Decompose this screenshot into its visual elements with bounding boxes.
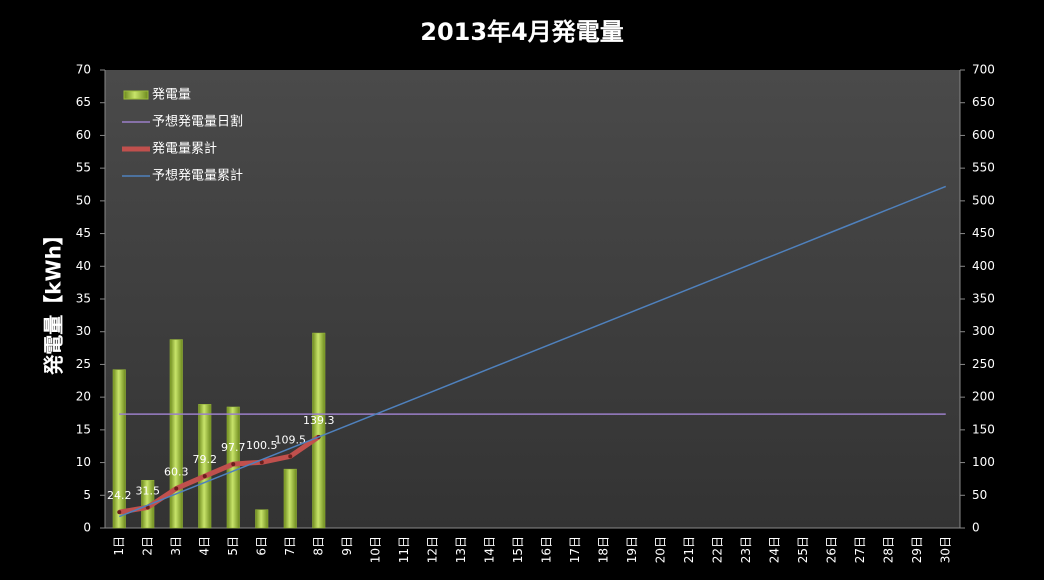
y2-tick-label: 250 <box>972 357 995 371</box>
point <box>231 462 236 467</box>
legend-swatch <box>123 90 149 100</box>
y-tick-label: 5 <box>83 488 91 502</box>
y2-tick-label: 650 <box>972 95 995 109</box>
point <box>117 510 122 515</box>
x-tick-label: 2日 <box>140 536 154 556</box>
y-axis-label: 発電量【kWh】 <box>42 225 66 376</box>
y-tick-label: 20 <box>76 390 91 404</box>
y2-tick-label: 600 <box>972 128 995 142</box>
y-tick-label: 70 <box>76 63 91 77</box>
y2-tick-label: 100 <box>972 455 995 469</box>
x-tick-label: 24日 <box>767 536 781 563</box>
legend-label: 予想発電量累計 <box>152 168 243 184</box>
x-tick-label: 15日 <box>511 536 525 563</box>
x-tick-label: 25日 <box>796 536 810 563</box>
y-tick-label: 55 <box>76 161 91 175</box>
y2-tick-label: 550 <box>972 161 995 175</box>
y2-tick-label: 450 <box>972 226 995 240</box>
data-label: 109.5 <box>275 433 307 446</box>
x-tick-label: 3日 <box>169 536 183 556</box>
legend-label: 発電量 <box>152 88 191 103</box>
y2-tick-label: 0 <box>972 521 980 535</box>
x-tick-label: 16日 <box>539 536 553 563</box>
y2-tick-label: 350 <box>972 292 995 306</box>
y-tick-label: 35 <box>76 292 91 306</box>
data-label: 31.5 <box>136 484 161 497</box>
x-tick-label: 30日 <box>938 536 952 563</box>
point <box>288 454 293 459</box>
x-tick-label: 21日 <box>682 536 696 563</box>
legend-label: 発電量累計 <box>152 141 217 157</box>
y-tick-label: 60 <box>76 128 91 142</box>
bar <box>169 339 183 529</box>
x-tick-label: 26日 <box>824 536 838 563</box>
x-tick-label: 13日 <box>454 536 468 563</box>
bar <box>112 369 126 529</box>
x-tick-label: 5日 <box>226 536 240 556</box>
x-tick-label: 10日 <box>368 536 382 563</box>
x-tick-label: 18日 <box>596 536 610 563</box>
y2-tick-label: 400 <box>972 259 995 273</box>
x-tick-label: 8日 <box>311 536 325 556</box>
bar <box>198 404 212 529</box>
x-tick-label: 28日 <box>881 536 895 563</box>
y2-tick-label: 200 <box>972 390 995 404</box>
y2-tick-label: 150 <box>972 422 995 436</box>
x-tick-label: 27日 <box>853 536 867 563</box>
bar <box>255 509 269 529</box>
x-tick-label: 29日 <box>910 536 924 563</box>
y2-tick-label: 700 <box>972 63 995 77</box>
point <box>202 474 207 479</box>
x-tick-label: 19日 <box>625 536 639 563</box>
bar <box>283 468 297 529</box>
data-label: 24.2 <box>107 489 132 502</box>
y2-tick-label: 50 <box>972 488 987 502</box>
data-label: 79.2 <box>193 453 218 466</box>
x-tick-label: 12日 <box>425 536 439 563</box>
y-tick-label: 0 <box>83 521 91 535</box>
x-tick-label: 17日 <box>568 536 582 563</box>
x-tick-label: 23日 <box>739 536 753 563</box>
y-tick-label: 65 <box>76 95 91 109</box>
data-label: 60.3 <box>164 466 189 479</box>
y-tick-label: 10 <box>76 455 91 469</box>
y-tick-label: 40 <box>76 259 91 273</box>
data-label: 100.5 <box>246 439 278 452</box>
y-tick-label: 25 <box>76 357 91 371</box>
bar <box>312 332 326 529</box>
x-tick-label: 22日 <box>710 536 724 563</box>
data-label: 97.7 <box>221 441 246 454</box>
x-tick-label: 7日 <box>283 536 297 556</box>
y-tick-label: 30 <box>76 324 91 338</box>
y2-tick-label: 500 <box>972 193 995 207</box>
plot-area <box>105 70 960 528</box>
x-tick-label: 1日 <box>112 536 126 556</box>
legend-label: 予想発電量日割 <box>152 114 243 130</box>
y-tick-label: 45 <box>76 226 91 240</box>
x-tick-label: 9日 <box>340 536 354 556</box>
x-tick-label: 11日 <box>397 536 411 563</box>
chart-title: 2013年4月発電量 <box>420 18 624 46</box>
x-tick-label: 14日 <box>482 536 496 563</box>
x-tick-label: 20日 <box>653 536 667 563</box>
data-label: 139.3 <box>303 414 335 427</box>
y2-tick-label: 300 <box>972 324 995 338</box>
line <box>118 434 321 515</box>
x-tick-label: 6日 <box>254 536 268 556</box>
y-tick-label: 15 <box>76 422 91 436</box>
y-tick-label: 50 <box>76 193 91 207</box>
line <box>118 185 947 518</box>
point <box>174 486 179 491</box>
x-tick-label: 4日 <box>197 536 211 556</box>
point <box>259 460 264 465</box>
